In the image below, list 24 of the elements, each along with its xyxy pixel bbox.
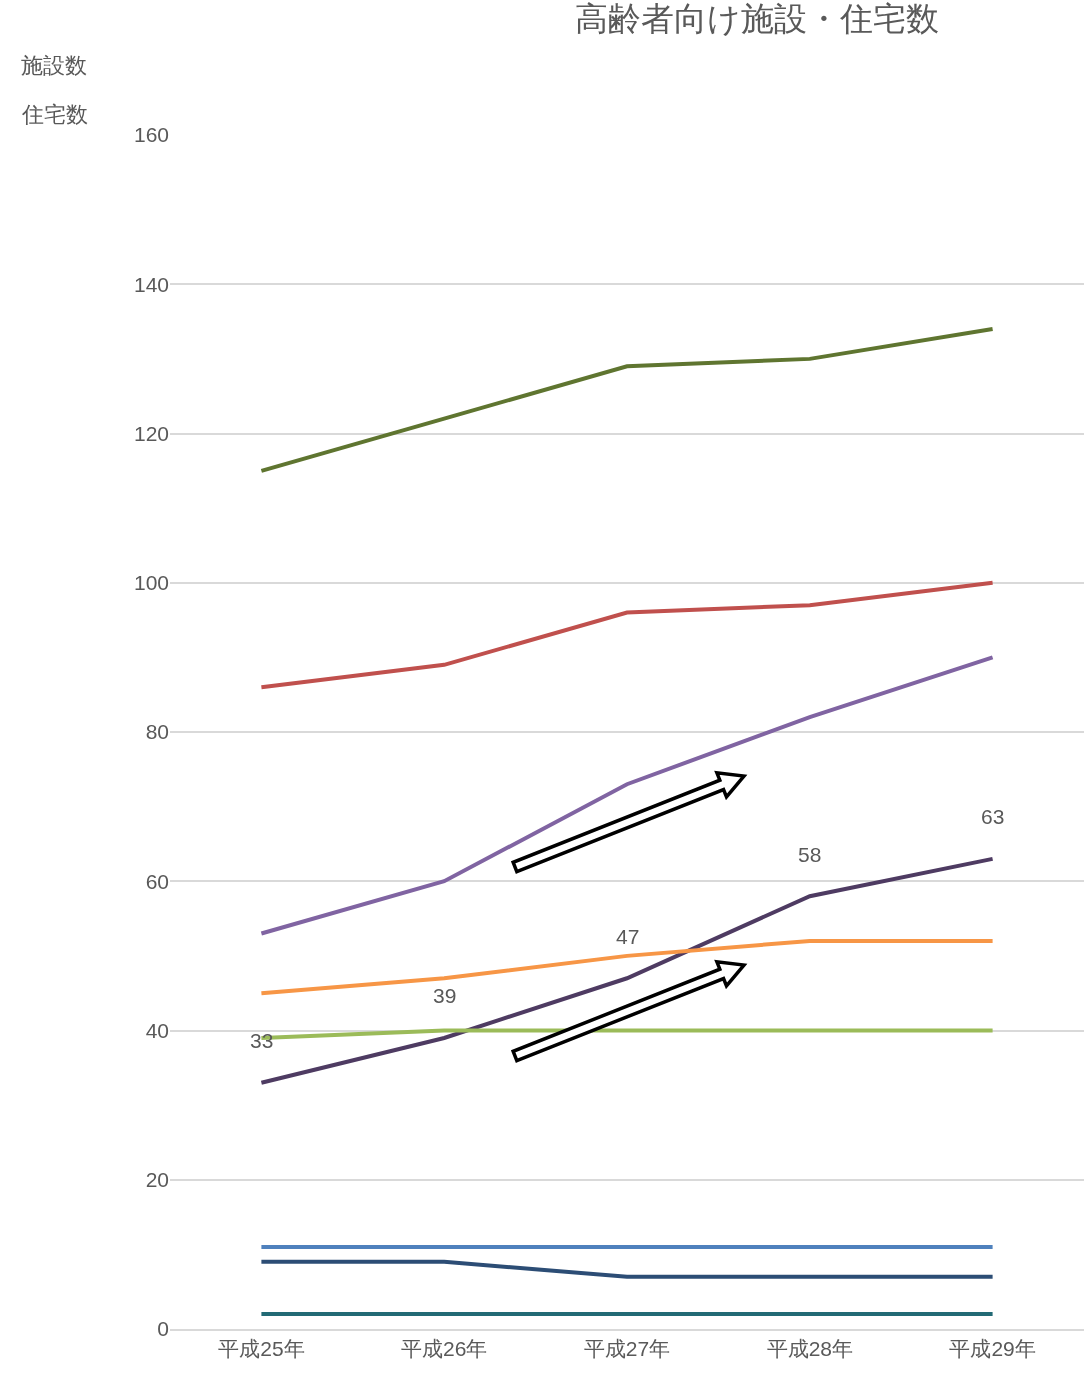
data-label: 39 [433,984,457,1007]
y-tick-label: 20 [145,1168,169,1192]
data-label: 47 [616,925,640,948]
x-tick-label: 平成25年 [218,1336,305,1360]
y-tick-label: 120 [133,421,169,445]
line-series [259,580,995,690]
x-tick-label: 平成26年 [401,1336,488,1360]
data-label: 33 [250,1029,274,1052]
data-label: 58 [798,843,822,866]
line-series [259,327,995,473]
x-tick-label: 平成29年 [949,1336,1036,1360]
y-tick-label: 80 [145,720,169,744]
y-axis-title: 施設数 [21,53,87,78]
text: 住宅数 [21,102,88,127]
x-tick-label: 平成27年 [583,1336,671,1360]
y-tick-label: 0 [157,1317,169,1341]
chart-title: 高齢者向け施設・住宅数 [574,0,939,38]
y-tick-label: 140 [133,272,169,296]
y-tick-label: 100 [133,571,169,595]
y-tick-label: 160 [133,123,169,147]
y-tick-label: 60 [145,869,169,893]
data-label: 63 [981,805,1005,828]
y-tick-label: 40 [145,1018,169,1042]
x-tick-label: 平成28年 [766,1336,853,1360]
